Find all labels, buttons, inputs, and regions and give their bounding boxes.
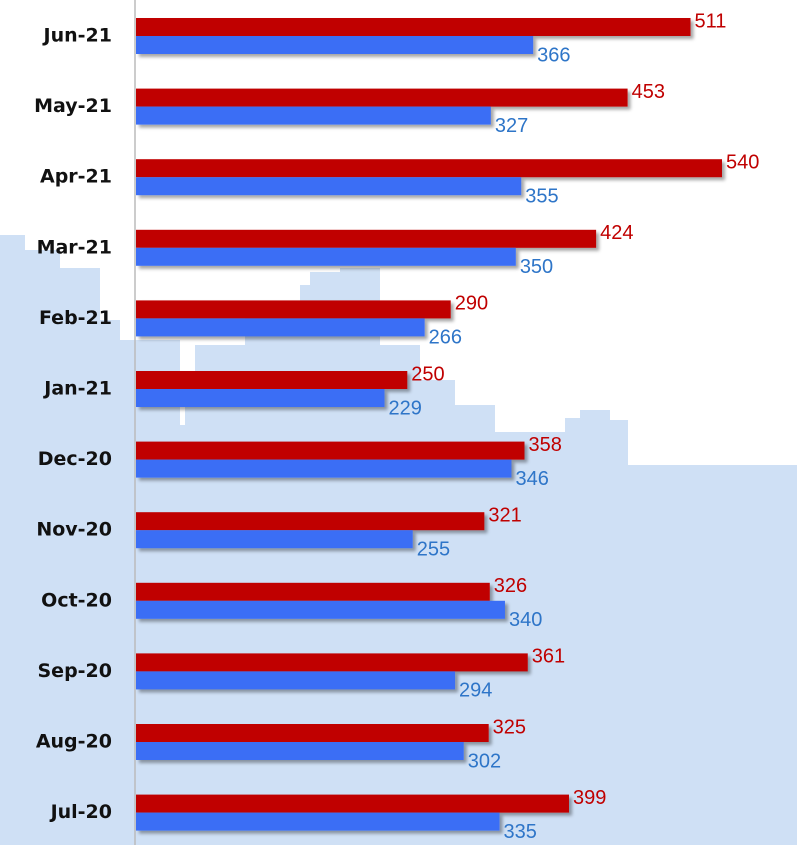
bar bbox=[136, 389, 385, 407]
value-label: 399 bbox=[573, 787, 606, 809]
page: Jun-21 511 366 May-21 453 327 Apr-21 540 355 Mar-… bbox=[0, 0, 797, 845]
bar bbox=[136, 300, 451, 318]
value-label: 335 bbox=[504, 821, 537, 843]
bar bbox=[136, 530, 413, 548]
category-label: Jan-21 bbox=[42, 378, 112, 400]
value-label: 327 bbox=[495, 115, 528, 137]
bar bbox=[136, 813, 500, 831]
bar bbox=[136, 318, 425, 336]
value-label: 361 bbox=[532, 646, 565, 668]
bar bbox=[136, 795, 569, 813]
value-label: 321 bbox=[488, 504, 521, 526]
category-label: Feb-21 bbox=[39, 307, 112, 329]
category-label: Nov-20 bbox=[36, 519, 112, 541]
bar bbox=[136, 230, 596, 248]
category-label: Mar-21 bbox=[37, 236, 112, 258]
value-label: 325 bbox=[493, 716, 526, 738]
value-label: 346 bbox=[515, 468, 548, 490]
bar bbox=[136, 512, 484, 530]
value-label: 540 bbox=[726, 151, 759, 173]
bar bbox=[136, 653, 528, 671]
category-label: Aug-20 bbox=[36, 731, 112, 753]
category-label: Sep-20 bbox=[38, 660, 113, 682]
value-label: 355 bbox=[525, 185, 558, 207]
category-label: Jul-20 bbox=[49, 801, 112, 823]
value-label: 302 bbox=[468, 750, 501, 772]
bar bbox=[136, 107, 491, 125]
value-label: 266 bbox=[429, 327, 462, 349]
bar bbox=[136, 724, 489, 742]
bar bbox=[136, 159, 722, 177]
value-label: 340 bbox=[509, 609, 542, 631]
bar bbox=[136, 177, 521, 195]
category-label: Dec-20 bbox=[38, 448, 112, 470]
bar bbox=[136, 248, 516, 266]
bar bbox=[136, 742, 464, 760]
value-label: 511 bbox=[695, 10, 727, 32]
category-label: Oct-20 bbox=[41, 589, 112, 611]
value-label: 350 bbox=[520, 256, 553, 278]
category-label: Apr-21 bbox=[40, 166, 112, 188]
category-label: Jun-21 bbox=[42, 25, 112, 47]
value-label: 294 bbox=[459, 680, 492, 702]
value-label: 453 bbox=[632, 81, 665, 103]
value-label: 290 bbox=[455, 293, 488, 315]
category-label: May-21 bbox=[34, 95, 112, 117]
bar bbox=[136, 460, 511, 478]
value-label: 250 bbox=[411, 363, 444, 385]
bar bbox=[136, 601, 505, 619]
value-label: 358 bbox=[528, 434, 561, 456]
bar bbox=[136, 583, 490, 601]
bar bbox=[136, 89, 628, 107]
value-label: 255 bbox=[417, 538, 450, 560]
bar bbox=[136, 442, 524, 460]
bar bbox=[136, 671, 455, 689]
value-label: 424 bbox=[600, 222, 633, 244]
value-label: 366 bbox=[537, 44, 570, 66]
bar bbox=[136, 36, 533, 54]
chart: Jun-21 511 366 May-21 453 327 Apr-21 540 355 Mar-… bbox=[0, 0, 797, 845]
value-label: 229 bbox=[389, 397, 422, 419]
value-label: 326 bbox=[494, 575, 527, 597]
bar bbox=[136, 371, 407, 389]
bar bbox=[136, 18, 691, 36]
